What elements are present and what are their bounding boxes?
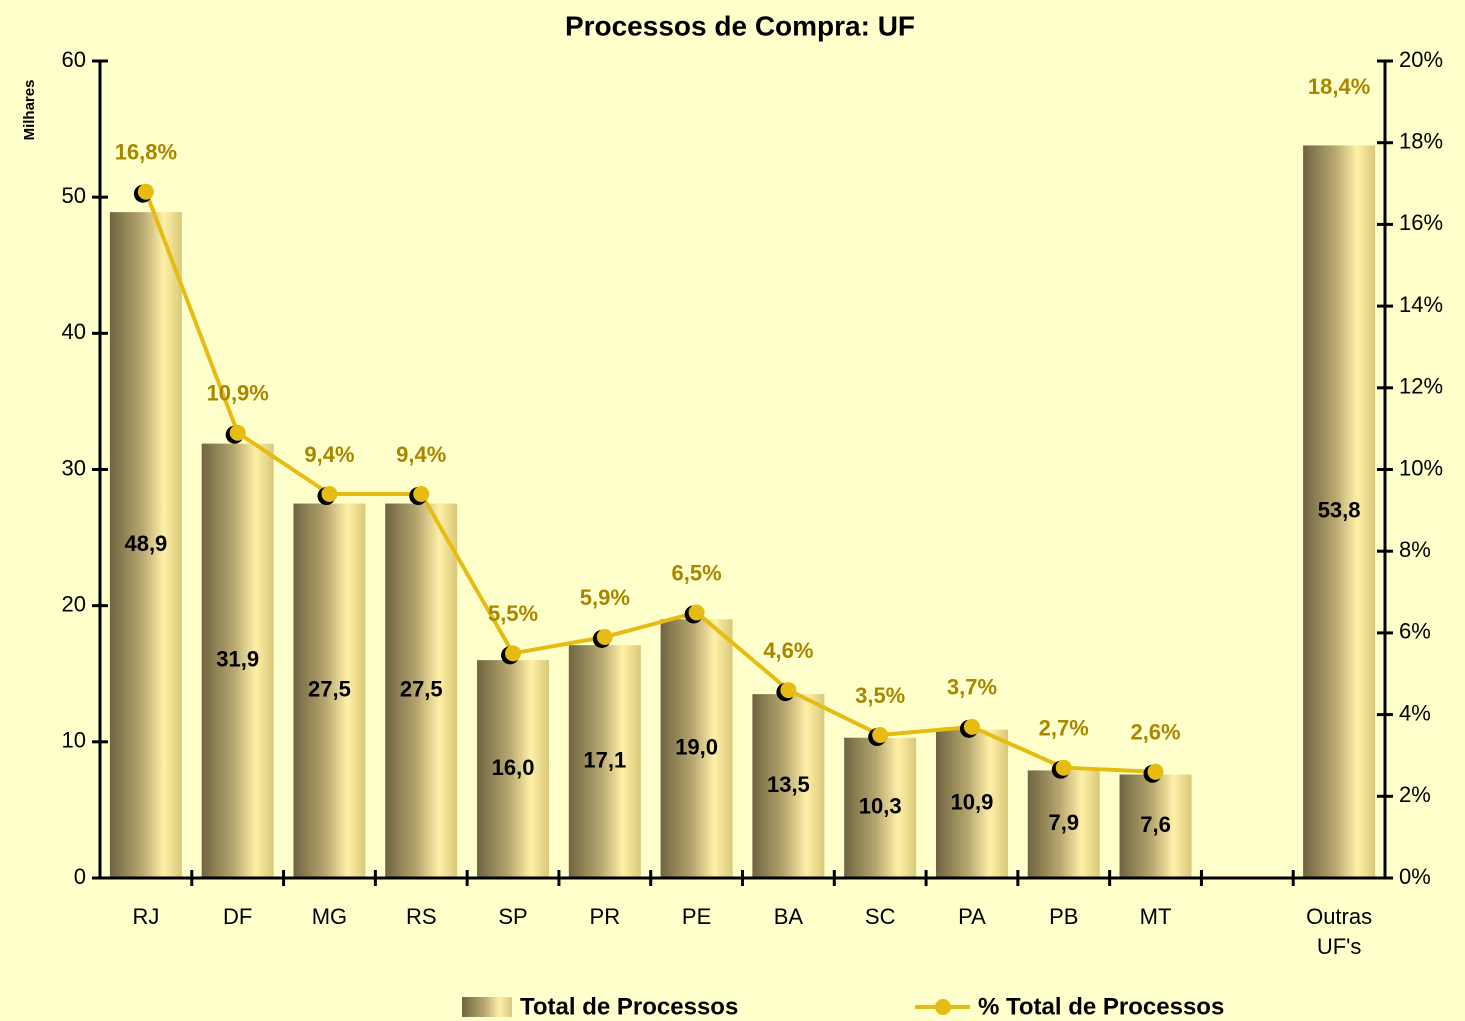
bar-value-label: 17,1: [583, 747, 626, 772]
x-tick-label: RS: [406, 904, 437, 929]
bar: [293, 503, 366, 878]
bar: [477, 660, 550, 878]
bar-value-label: 31,9: [216, 647, 259, 672]
x-tick-label: MG: [312, 904, 347, 929]
x-tick-label: PR: [590, 904, 621, 929]
y2-tick-label: 6%: [1399, 619, 1431, 644]
y-tick-label: 50: [62, 183, 86, 208]
x-tick-label: PE: [682, 904, 711, 929]
legend-swatch: [462, 997, 512, 1017]
y-tick-label: 60: [62, 47, 86, 72]
line-value-label: 9,4%: [304, 442, 354, 467]
line-value-label: 5,5%: [488, 601, 538, 626]
line-marker: [1055, 759, 1072, 776]
y-tick-label: 0: [74, 864, 86, 889]
bar: [1027, 770, 1100, 878]
bar-value-label: 10,9: [951, 790, 994, 815]
bar: [935, 729, 1008, 878]
y2-tick-label: 16%: [1399, 210, 1443, 235]
line-marker: [688, 604, 705, 621]
bar: [568, 645, 641, 878]
line-value-label: 3,5%: [855, 683, 905, 708]
bar: [844, 737, 917, 878]
bar-value-label: 27,5: [400, 677, 443, 702]
legend-label: % Total de Processos: [978, 993, 1224, 1020]
x-tick-label: RJ: [132, 904, 159, 929]
y2-tick-label: 20%: [1399, 47, 1443, 72]
bar-value-label: 16,0: [492, 755, 535, 780]
y2-tick-label: 8%: [1399, 537, 1431, 562]
y2-tick-label: 12%: [1399, 374, 1443, 399]
bar-value-label: 53,8: [1318, 498, 1361, 523]
bar: [752, 694, 825, 878]
x-tick-label: SP: [498, 904, 527, 929]
bar-value-label: 7,6: [1140, 812, 1171, 837]
x-tick-label: PA: [958, 904, 986, 929]
y2-tick-label: 14%: [1399, 292, 1443, 317]
line-marker: [596, 628, 613, 645]
chart-title: Processos de Compra: UF: [565, 10, 915, 41]
bar: [1303, 145, 1376, 878]
line-value-label: 6,5%: [672, 560, 722, 585]
line-value-label: 16,8%: [115, 140, 177, 165]
line-marker: [321, 486, 338, 503]
bar: [385, 503, 458, 878]
bar-value-label: 7,9: [1048, 810, 1079, 835]
line-marker: [872, 727, 889, 744]
y2-tick-label: 4%: [1399, 700, 1431, 725]
x-tick-label: DF: [223, 904, 252, 929]
x-tick-label: MT: [1140, 904, 1172, 929]
y2-tick-label: 2%: [1399, 782, 1431, 807]
line-marker: [963, 718, 980, 735]
bar: [109, 212, 182, 878]
line-value-label: 4,6%: [763, 638, 813, 663]
x-tick-label: PB: [1049, 904, 1078, 929]
bar-value-label: 27,5: [308, 677, 351, 702]
legend-swatch: [935, 999, 951, 1015]
bar-value-label: 13,5: [767, 772, 810, 797]
bar: [660, 619, 733, 878]
line-marker: [229, 424, 246, 441]
y2-tick-label: 0%: [1399, 864, 1431, 889]
y-tick-label: 20: [62, 591, 86, 616]
y-tick-label: 10: [62, 728, 86, 753]
y-tick-label: 40: [62, 319, 86, 344]
bar-value-label: 19,0: [675, 734, 718, 759]
x-tick-label: SC: [865, 904, 896, 929]
line-marker: [413, 486, 430, 503]
line-value-label: 9,4%: [396, 442, 446, 467]
y2-tick-label: 10%: [1399, 455, 1443, 480]
bar-value-label: 48,9: [124, 531, 167, 556]
line-value-label: 2,6%: [1130, 720, 1180, 745]
bar: [1119, 774, 1192, 878]
y2-tick-label: 18%: [1399, 129, 1443, 154]
line-value-label: 18,4%: [1308, 74, 1370, 99]
line-marker: [1147, 763, 1164, 780]
line-value-label: 10,9%: [206, 381, 268, 406]
line-value-label: 2,7%: [1039, 716, 1089, 741]
line-value-label: 5,9%: [580, 585, 630, 610]
bar: [201, 443, 274, 878]
x-tick-label: Outras UF's: [1306, 904, 1372, 959]
line-marker: [780, 682, 797, 699]
bar-value-label: 10,3: [859, 794, 902, 819]
legend-label: Total de Processos: [520, 993, 738, 1020]
y-axis-label: Milhares: [21, 80, 38, 141]
line-value-label: 3,7%: [947, 675, 997, 700]
line-marker: [137, 183, 154, 200]
x-tick-label: BA: [774, 904, 804, 929]
line-marker: [505, 645, 522, 662]
y-tick-label: 30: [62, 455, 86, 480]
